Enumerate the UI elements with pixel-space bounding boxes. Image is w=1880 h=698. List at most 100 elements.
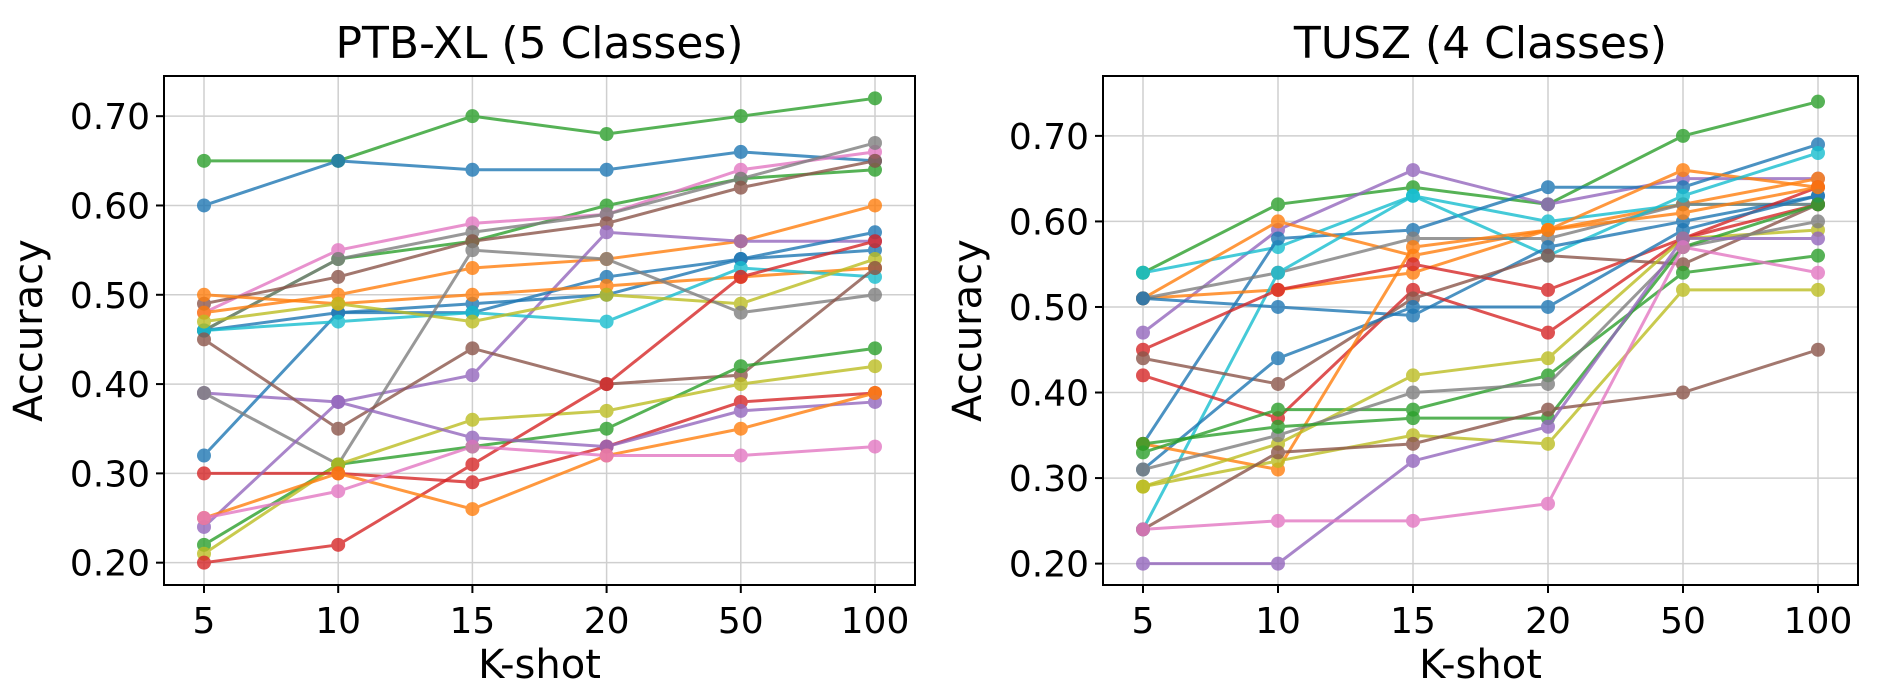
x-tick-label: 20 bbox=[584, 601, 630, 642]
data-point bbox=[465, 341, 480, 356]
series-path bbox=[203, 391, 876, 520]
data-point bbox=[868, 198, 882, 213]
series-path bbox=[203, 168, 876, 332]
series-path bbox=[203, 364, 876, 555]
data-point bbox=[1811, 282, 1825, 297]
data-point bbox=[1271, 299, 1285, 314]
data-point bbox=[868, 135, 882, 150]
series-path bbox=[204, 96, 876, 163]
data-point bbox=[1676, 128, 1690, 143]
series-path bbox=[1141, 143, 1819, 445]
data-point bbox=[1271, 556, 1285, 571]
data-point bbox=[465, 109, 480, 124]
data-point bbox=[197, 198, 211, 213]
series-line bbox=[197, 359, 882, 561]
x-tick-label: 10 bbox=[315, 601, 361, 642]
data-point bbox=[1406, 436, 1420, 451]
series-path bbox=[203, 257, 876, 324]
series-path bbox=[202, 400, 876, 529]
data-point bbox=[1271, 513, 1285, 528]
y-tick-label: 0.50 bbox=[1009, 288, 1089, 329]
data-point bbox=[197, 287, 211, 302]
data-point bbox=[1676, 385, 1690, 400]
data-point bbox=[1406, 368, 1420, 383]
data-point bbox=[1136, 436, 1150, 451]
data-point bbox=[1136, 368, 1150, 383]
x-tick-label: 50 bbox=[1660, 601, 1706, 642]
series-path bbox=[1142, 348, 1819, 531]
data-point bbox=[733, 305, 748, 320]
data-point bbox=[197, 332, 211, 347]
data-point bbox=[733, 403, 748, 418]
data-point bbox=[868, 287, 882, 302]
y-tick-label: 0.20 bbox=[1009, 545, 1089, 586]
data-point bbox=[733, 448, 748, 463]
data-point bbox=[1406, 513, 1420, 528]
data-point bbox=[1811, 248, 1825, 263]
data-point bbox=[331, 269, 346, 284]
series-path bbox=[203, 141, 876, 332]
x-tick-label: 15 bbox=[449, 601, 495, 642]
data-point bbox=[465, 162, 480, 177]
data-point bbox=[465, 439, 480, 454]
data-point bbox=[1271, 376, 1285, 391]
data-point bbox=[331, 421, 346, 436]
x-tick-label: 100 bbox=[841, 601, 910, 642]
data-point bbox=[1271, 445, 1285, 460]
series-line bbox=[1136, 240, 1825, 537]
series-path bbox=[204, 391, 876, 484]
data-point bbox=[1271, 282, 1285, 297]
chart-ptbxl: 5 10 15 20 50 100 0.20 0.30 0.40 0.50 0.60 0.70 PTB-… bbox=[6, 18, 916, 688]
data-point bbox=[1676, 188, 1690, 203]
data-point bbox=[1541, 180, 1555, 195]
series-line bbox=[1136, 197, 1825, 451]
x-tick-label: 5 bbox=[193, 601, 216, 642]
data-point bbox=[868, 91, 882, 106]
data-point bbox=[1136, 265, 1150, 280]
series-line bbox=[197, 341, 882, 552]
x-tick-label: 20 bbox=[1525, 601, 1571, 642]
series-path bbox=[203, 159, 876, 306]
data-point bbox=[1541, 222, 1555, 237]
data-point bbox=[331, 153, 346, 168]
series-line bbox=[1136, 222, 1825, 494]
series-path bbox=[203, 239, 876, 565]
series-path bbox=[203, 230, 875, 404]
data-point bbox=[1136, 351, 1150, 366]
y-axis-label: Accuracy bbox=[945, 239, 991, 422]
x-axis-label: K-shot bbox=[478, 642, 601, 688]
data-point bbox=[1811, 265, 1825, 280]
data-point bbox=[1271, 231, 1285, 246]
data-point bbox=[1541, 351, 1555, 366]
data-point bbox=[599, 162, 614, 177]
data-point bbox=[1406, 188, 1420, 203]
data-point bbox=[465, 314, 480, 329]
data-point bbox=[1271, 402, 1285, 417]
series-line bbox=[197, 91, 882, 168]
data-point bbox=[1541, 282, 1555, 297]
data-point bbox=[1811, 180, 1825, 195]
data-point bbox=[1406, 163, 1420, 178]
data-point bbox=[733, 359, 748, 374]
data-point bbox=[1811, 145, 1825, 160]
data-point bbox=[1406, 257, 1420, 272]
data-point bbox=[599, 448, 614, 463]
series-line bbox=[1136, 188, 1825, 477]
x-tick-label: 5 bbox=[1132, 601, 1155, 642]
y-tick-label: 0.50 bbox=[70, 276, 150, 317]
series-path bbox=[1142, 202, 1819, 420]
series-path bbox=[1142, 100, 1819, 275]
series-path bbox=[203, 266, 876, 306]
data-point bbox=[733, 269, 748, 284]
y-tick-label: 0.30 bbox=[1009, 459, 1089, 500]
data-point bbox=[1271, 419, 1285, 434]
y-tick-label: 0.60 bbox=[70, 186, 150, 227]
series-path bbox=[1142, 177, 1819, 300]
series-path bbox=[203, 150, 876, 207]
data-point bbox=[599, 377, 614, 392]
series-path bbox=[203, 248, 876, 467]
data-point bbox=[1811, 94, 1825, 109]
data-point bbox=[465, 412, 480, 427]
series-line bbox=[197, 439, 882, 526]
